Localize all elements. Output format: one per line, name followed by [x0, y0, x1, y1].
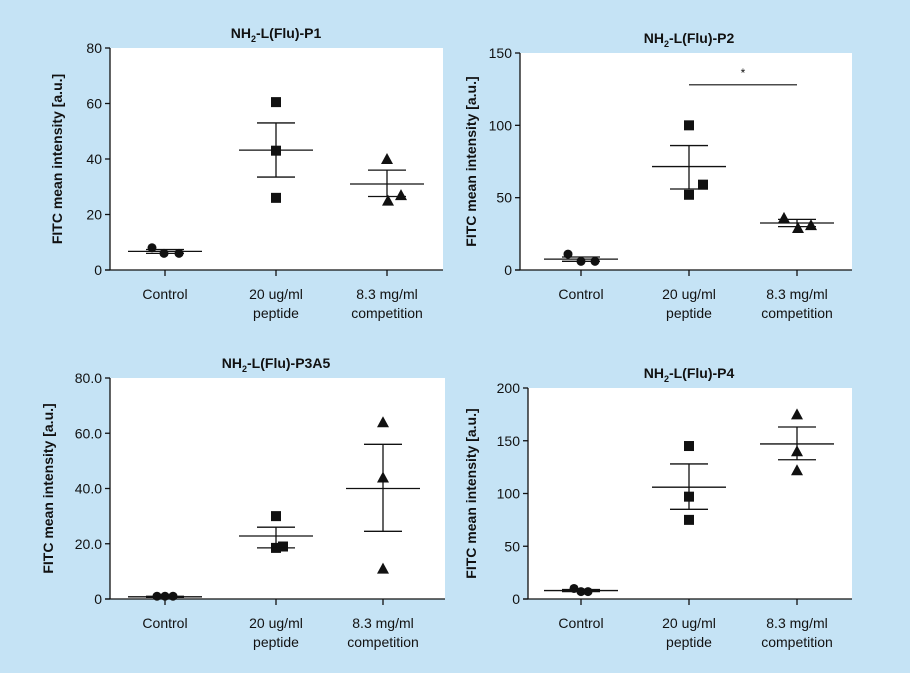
y-tick-label: 40	[86, 151, 102, 167]
x-tick-label: 8.3 mg/ml	[356, 286, 417, 302]
x-tick-label: competition	[761, 305, 833, 321]
panel-4: NH2-L(Flu)-P4 FITC mean intensity [a.u.] 0…	[463, 365, 852, 650]
data-point-square	[684, 441, 694, 452]
x-tick-label: 20 ug/ml	[249, 615, 303, 631]
data-point-square	[684, 120, 694, 131]
panel-1: NH2-L(Flu)-P1 FITC mean intensity [a.u.] 0…	[49, 25, 443, 321]
y-axis-label: FITC mean intensity [a.u.]	[463, 76, 479, 246]
y-tick-label: 200	[497, 380, 521, 396]
y-tick-label: 60	[86, 96, 102, 112]
x-tick-label: competition	[351, 305, 423, 321]
data-point-square	[278, 541, 288, 552]
y-axis-label: FITC mean intensity [a.u.]	[49, 74, 65, 244]
x-tick-label: Control	[142, 615, 187, 631]
x-tick-label: Control	[558, 615, 603, 631]
y-tick-label: 50	[496, 190, 512, 206]
data-point-triangle	[792, 222, 804, 234]
x-tick-label: 8.3 mg/ml	[352, 615, 413, 631]
y-tick-label: 0	[504, 262, 512, 278]
x-tick-label: 20 ug/ml	[662, 615, 716, 631]
data-point-square	[698, 179, 708, 190]
y-tick-label: 20	[86, 207, 102, 223]
plot-area	[520, 53, 852, 270]
y-tick-label: 80.0	[75, 370, 102, 386]
x-tick-label: 8.3 mg/ml	[766, 286, 827, 302]
x-tick-label: peptide	[666, 634, 712, 650]
chart-title: NH2-L(Flu)-P4	[644, 365, 735, 384]
data-point-triangle	[382, 194, 394, 206]
y-tick-label: 150	[489, 45, 513, 61]
x-tick-label: competition	[347, 634, 419, 650]
y-tick-label: 20.0	[75, 536, 102, 552]
x-tick-label: competition	[761, 634, 833, 650]
panel-3: NH2-L(Flu)-P3A5 FITC mean intensity [a.u.…	[40, 355, 445, 650]
y-tick-label: 60.0	[75, 425, 102, 441]
x-tick-label: 8.3 mg/ml	[766, 615, 827, 631]
x-tick-label: Control	[142, 286, 187, 302]
chart-title: NH2-L(Flu)-P2	[644, 30, 735, 49]
data-point-triangle	[778, 211, 790, 223]
y-tick-label: 100	[489, 117, 513, 133]
x-tick-label: 20 ug/ml	[662, 286, 716, 302]
y-tick-label: 150	[497, 433, 521, 449]
y-tick-label: 0	[94, 262, 102, 278]
panel-2: NH2-L(Flu)-P2 FITC mean intensity [a.u.] 0…	[463, 30, 852, 321]
y-tick-label: 0	[512, 591, 520, 607]
y-tick-label: 100	[497, 486, 521, 502]
y-tick-label: 0	[94, 591, 102, 607]
y-tick-label: 80	[86, 40, 102, 56]
data-point-square	[271, 192, 281, 203]
data-point-square	[684, 189, 694, 200]
y-tick-label: 40.0	[75, 481, 102, 497]
data-point-triangle	[381, 153, 393, 164]
x-tick-label: peptide	[253, 634, 299, 650]
data-point-square	[271, 97, 281, 108]
data-point-triangle	[395, 189, 407, 201]
x-tick-label: peptide	[253, 305, 299, 321]
significance-label: *	[741, 66, 746, 80]
chart-title: NH2-L(Flu)-P3A5	[222, 355, 331, 374]
chart-title: NH2-L(Flu)-P1	[231, 25, 322, 44]
y-tick-label: 50	[504, 538, 520, 554]
data-point-triangle	[805, 219, 817, 231]
x-tick-label: Control	[558, 286, 603, 302]
data-point-triangle	[791, 408, 803, 420]
data-point-square	[684, 514, 694, 525]
y-axis-label: FITC mean intensity [a.u.]	[40, 403, 56, 573]
data-point-triangle	[377, 416, 389, 428]
y-axis-label: FITC mean intensity [a.u.]	[463, 408, 479, 578]
data-point-triangle	[791, 464, 803, 476]
x-tick-label: peptide	[666, 305, 712, 321]
data-point-triangle	[377, 562, 389, 574]
x-tick-label: 20 ug/ml	[249, 286, 303, 302]
data-point-square	[271, 511, 281, 522]
